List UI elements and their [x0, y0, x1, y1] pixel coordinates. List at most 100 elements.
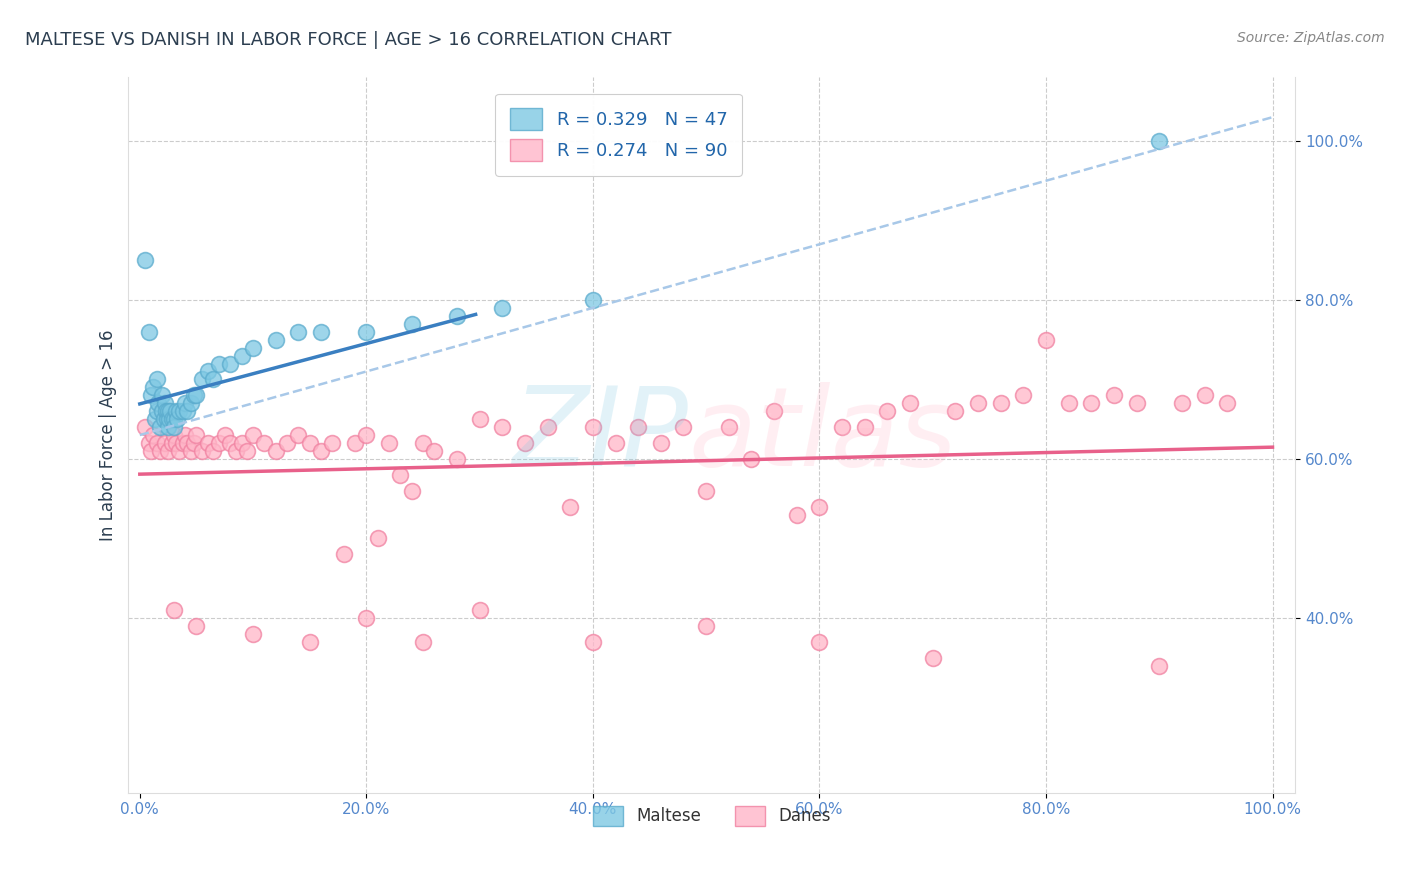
Point — [157, 412, 180, 426]
Point — [169, 444, 191, 458]
Point — [298, 634, 321, 648]
Point — [1102, 388, 1125, 402]
Point — [139, 388, 162, 402]
Point — [582, 634, 605, 648]
Point — [264, 333, 287, 347]
Point — [831, 420, 853, 434]
Point — [149, 444, 172, 458]
Point — [152, 404, 174, 418]
Point — [1080, 396, 1102, 410]
Point — [356, 428, 378, 442]
Point — [180, 396, 202, 410]
Point — [183, 388, 205, 402]
Point — [160, 412, 183, 426]
Point — [1012, 388, 1035, 402]
Y-axis label: In Labor Force | Age > 16: In Labor Force | Age > 16 — [100, 329, 117, 541]
Point — [367, 532, 389, 546]
Point — [264, 444, 287, 458]
Point — [157, 444, 180, 458]
Point — [191, 372, 214, 386]
Point — [231, 436, 253, 450]
Point — [242, 341, 264, 355]
Point — [446, 451, 468, 466]
Point — [208, 357, 231, 371]
Point — [160, 436, 183, 450]
Point — [163, 412, 186, 426]
Point — [650, 436, 672, 450]
Text: MALTESE VS DANISH IN LABOR FORCE | AGE > 16 CORRELATION CHART: MALTESE VS DANISH IN LABOR FORCE | AGE >… — [25, 31, 672, 49]
Point — [176, 436, 198, 450]
Legend: Maltese, Danes: Maltese, Danes — [585, 797, 839, 834]
Point — [152, 412, 174, 426]
Point — [695, 483, 717, 498]
Point — [236, 444, 259, 458]
Point — [242, 626, 264, 640]
Point — [152, 388, 174, 402]
Point — [287, 428, 309, 442]
Point — [389, 467, 412, 482]
Point — [468, 603, 491, 617]
Point — [412, 436, 434, 450]
Point — [740, 451, 762, 466]
Point — [142, 380, 165, 394]
Point — [1171, 396, 1194, 410]
Point — [157, 404, 180, 418]
Point — [197, 436, 219, 450]
Point — [1147, 134, 1170, 148]
Point — [1147, 658, 1170, 673]
Point — [134, 253, 156, 268]
Point — [1125, 396, 1147, 410]
Point — [560, 500, 582, 514]
Point — [225, 444, 247, 458]
Point — [332, 547, 354, 561]
Point — [808, 634, 831, 648]
Point — [152, 404, 174, 418]
Point — [146, 372, 169, 386]
Point — [146, 436, 169, 450]
Point — [166, 412, 188, 426]
Point — [853, 420, 876, 434]
Point — [276, 436, 298, 450]
Point — [142, 428, 165, 442]
Point — [309, 444, 332, 458]
Point — [491, 420, 513, 434]
Point — [1057, 396, 1080, 410]
Point — [967, 396, 990, 410]
Point — [165, 404, 187, 418]
Point — [1035, 333, 1057, 347]
Point — [253, 436, 276, 450]
Point — [155, 404, 177, 418]
Point — [172, 404, 194, 418]
Point — [157, 420, 180, 434]
Point — [582, 293, 605, 307]
Point — [356, 325, 378, 339]
Text: Source: ZipAtlas.com: Source: ZipAtlas.com — [1237, 31, 1385, 45]
Point — [808, 500, 831, 514]
Point — [356, 611, 378, 625]
Point — [536, 420, 558, 434]
Point — [231, 349, 253, 363]
Point — [287, 325, 309, 339]
Point — [163, 603, 186, 617]
Text: ZIP: ZIP — [513, 382, 689, 489]
Point — [214, 428, 236, 442]
Point — [174, 428, 197, 442]
Point — [202, 372, 225, 386]
Point — [186, 428, 208, 442]
Point — [1194, 388, 1216, 402]
Point — [605, 436, 627, 450]
Point — [176, 404, 198, 418]
Point — [343, 436, 366, 450]
Point — [423, 444, 446, 458]
Point — [378, 436, 401, 450]
Point — [309, 325, 332, 339]
Point — [163, 420, 186, 434]
Point — [943, 404, 966, 418]
Point — [898, 396, 921, 410]
Point — [990, 396, 1012, 410]
Point — [1216, 396, 1239, 410]
Point — [401, 317, 423, 331]
Point — [180, 444, 202, 458]
Point — [717, 420, 740, 434]
Point — [627, 420, 650, 434]
